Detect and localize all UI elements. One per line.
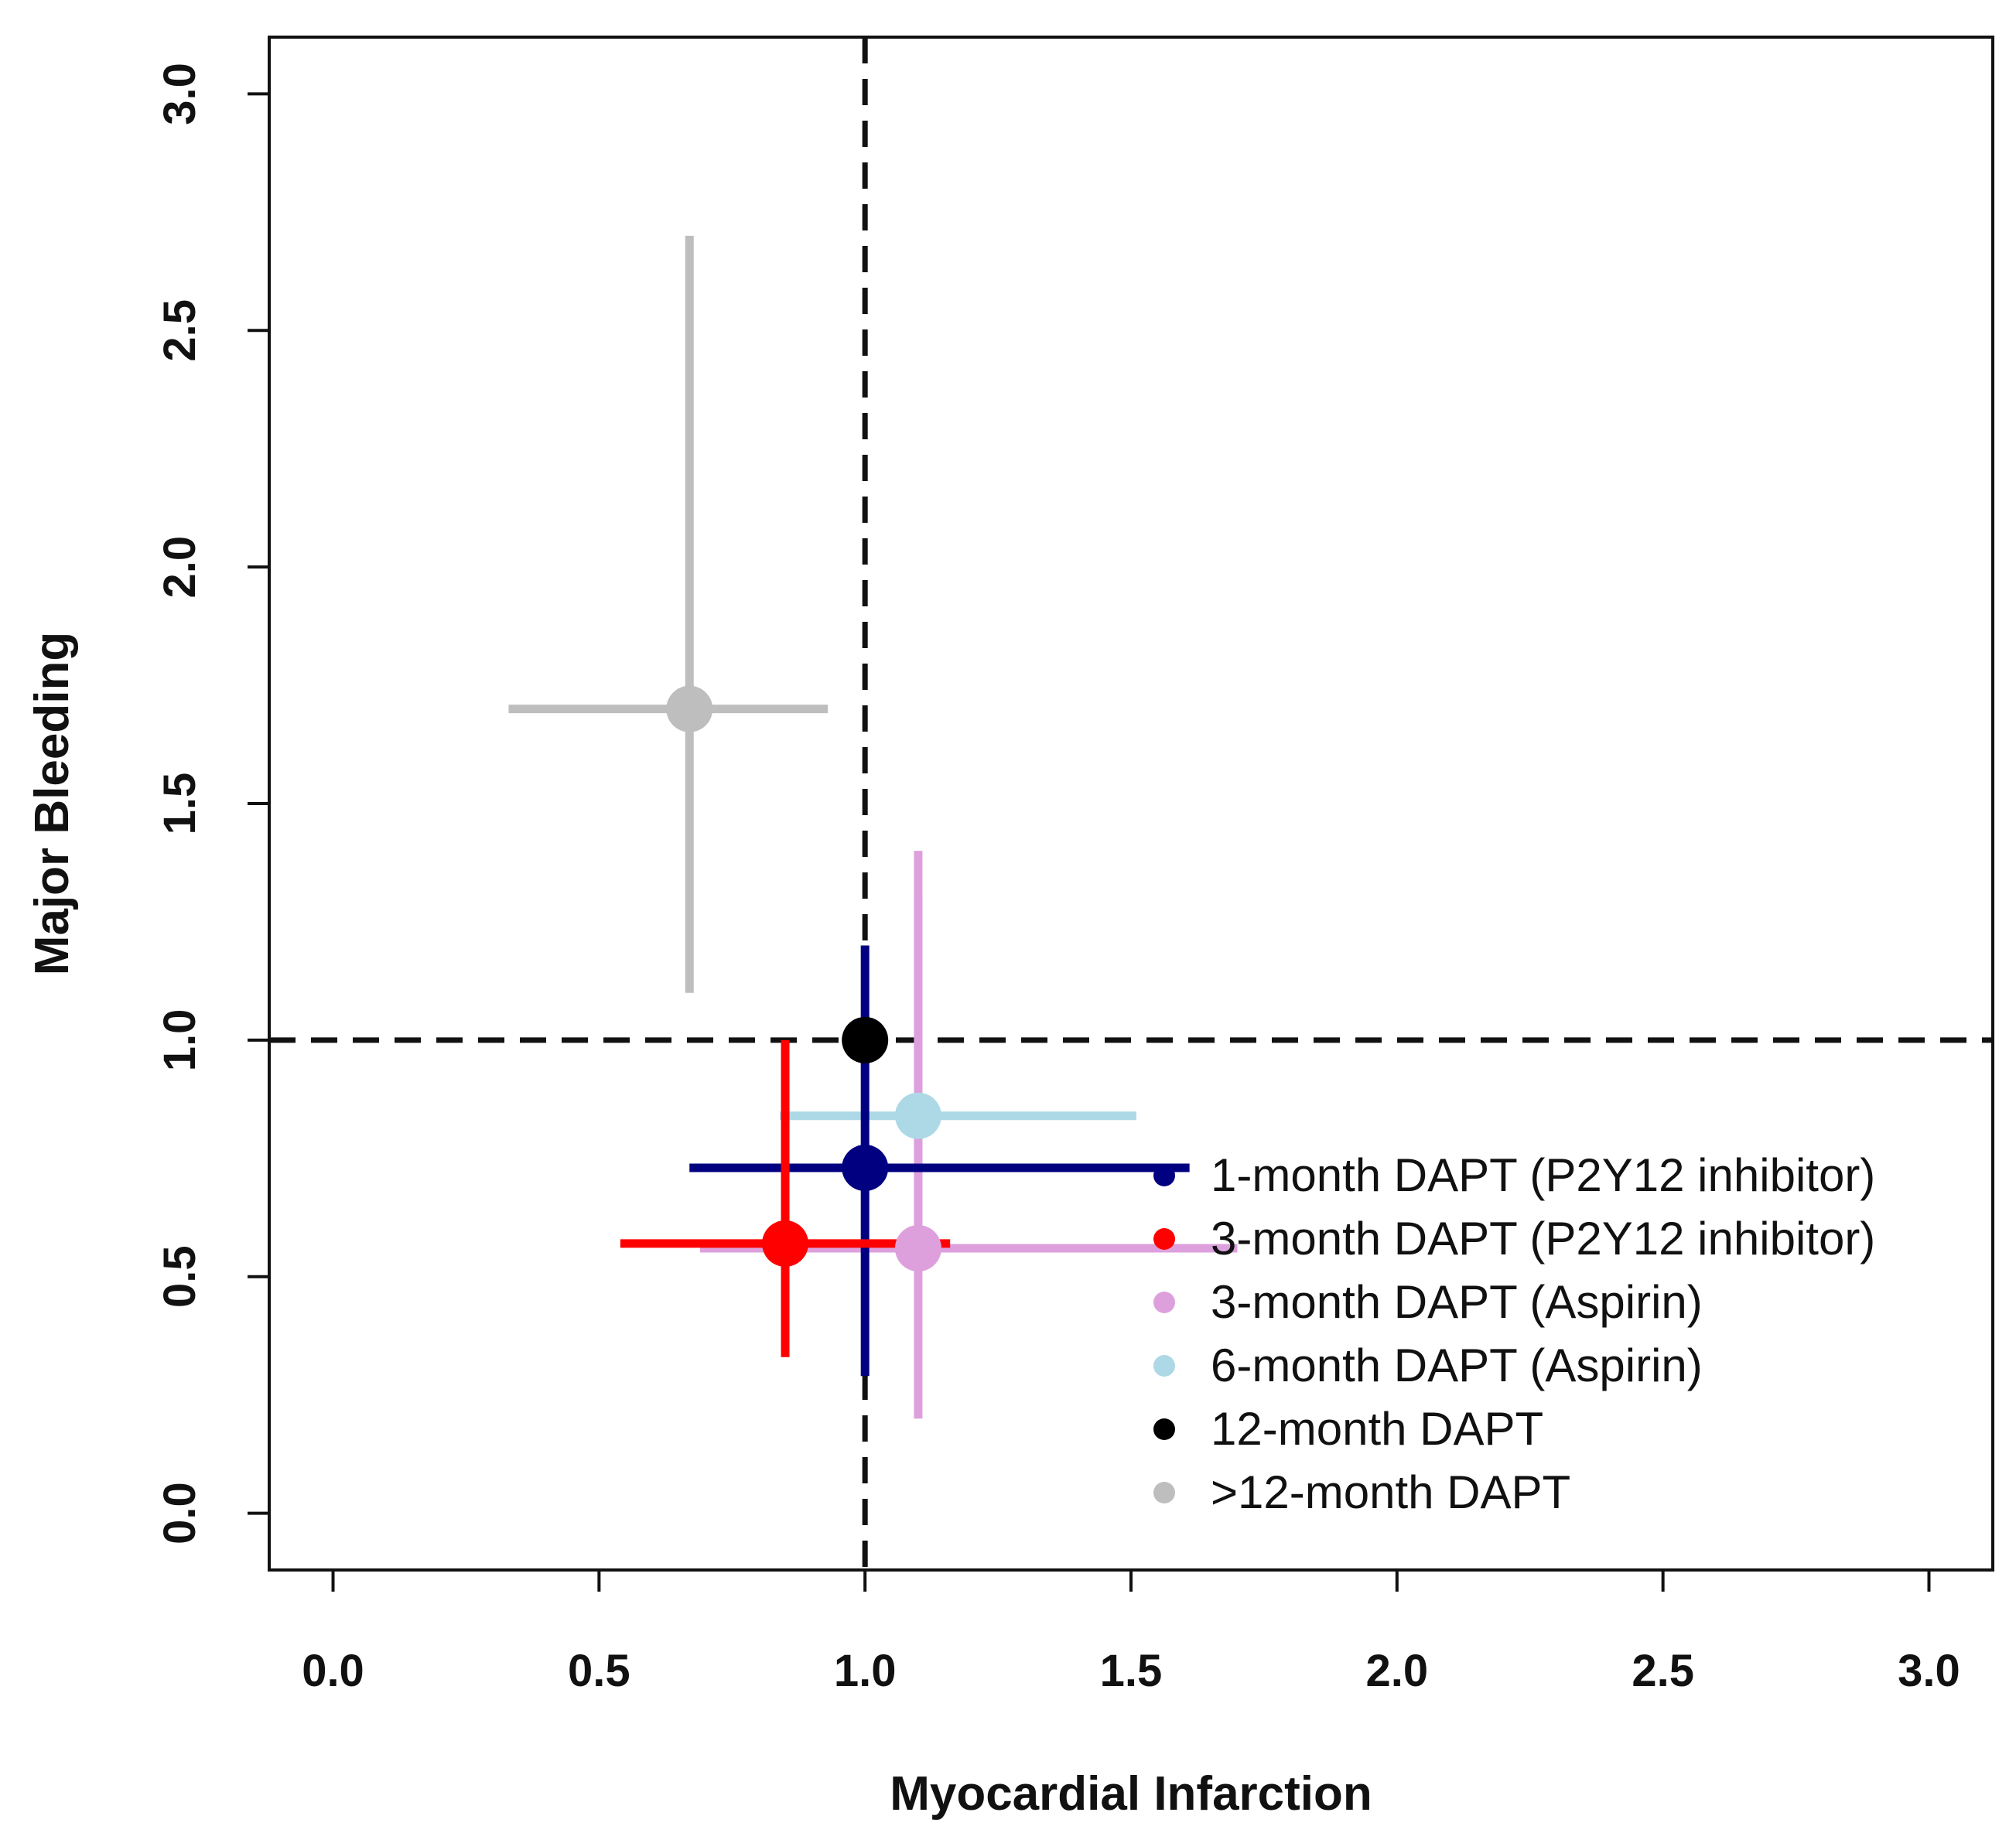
point-1-month-dapt-p2y12-inhibitor: [842, 1145, 889, 1192]
x-tick-label: 2.5: [1632, 1646, 1694, 1696]
x-tick-label: 3.0: [1898, 1646, 1960, 1696]
legend-marker-3-month-dapt-p2y12-inhibitor: [1153, 1228, 1175, 1250]
legend-marker-3-month-dapt-aspirin: [1153, 1292, 1175, 1313]
x-tick-label: 1.5: [1100, 1646, 1163, 1696]
y-tick-label: 1.0: [155, 1009, 205, 1072]
point-3-month-dapt-aspirin: [894, 1225, 941, 1272]
y-axis-title: Major Bleeding: [26, 632, 79, 975]
legend-marker-12-month-dapt: [1153, 1418, 1175, 1440]
legend-label-12-month-dapt: 12-month DAPT: [1211, 1403, 1543, 1455]
reference-lines: [269, 37, 1993, 1570]
legend-marker-1-month-dapt-p2y12-inhibitor: [1153, 1165, 1175, 1186]
x-tick-label: 2.0: [1366, 1646, 1429, 1696]
y-tick-label: 0.5: [155, 1245, 205, 1308]
y-axis: 0.0 0.5 1.0 1.5 2.0 2.5 3.0: [155, 63, 269, 1544]
y-tick-label: 2.0: [155, 536, 205, 599]
y-tick-label: 1.5: [155, 773, 205, 835]
legend-label-3-month-dapt-p2y12-inhibitor: 3-month DAPT (P2Y12 inhibitor): [1211, 1213, 1875, 1265]
point-12-month-dapt: [842, 1016, 889, 1063]
legend-label-3-month-dapt-aspirin: 3-month DAPT (Aspirin): [1211, 1276, 1703, 1328]
x-tick-label: 0.5: [568, 1646, 630, 1696]
legend-marker-6-month-dapt-aspirin: [1153, 1355, 1175, 1377]
legend-marker-12-month-dapt: [1153, 1482, 1175, 1503]
plot-frame: [268, 36, 1994, 1572]
confidence-intervals: [508, 235, 1238, 1419]
point-6-month-dapt-aspirin: [894, 1092, 941, 1139]
legend: 1-month DAPT (P2Y12 inhibitor) 3-month DA…: [1153, 1149, 1875, 1518]
y-tick-label: 0.0: [155, 1482, 205, 1544]
legend-label-1-month-dapt-p2y12-inhibitor: 1-month DAPT (P2Y12 inhibitor): [1211, 1149, 1875, 1201]
point-12-month-dapt: [666, 685, 713, 732]
x-axis: 0.0 0.5 1.0 1.5 2.0 2.5 3.0: [302, 1570, 1960, 1696]
x-axis-title: Myocardial Infarction: [890, 1767, 1372, 1821]
x-tick-label: 1.0: [834, 1646, 897, 1696]
y-tick-label: 3.0: [155, 63, 205, 125]
legend-label-6-month-dapt-aspirin: 6-month DAPT (Aspirin): [1211, 1340, 1703, 1391]
point-3-month-dapt-p2y12-inhibitor: [762, 1220, 809, 1267]
point-estimates: [666, 685, 941, 1272]
legend-label-12-month-dapt: >12-month DAPT: [1211, 1466, 1570, 1518]
y-tick-label: 2.5: [155, 299, 205, 362]
x-tick-label: 0.0: [302, 1646, 364, 1696]
